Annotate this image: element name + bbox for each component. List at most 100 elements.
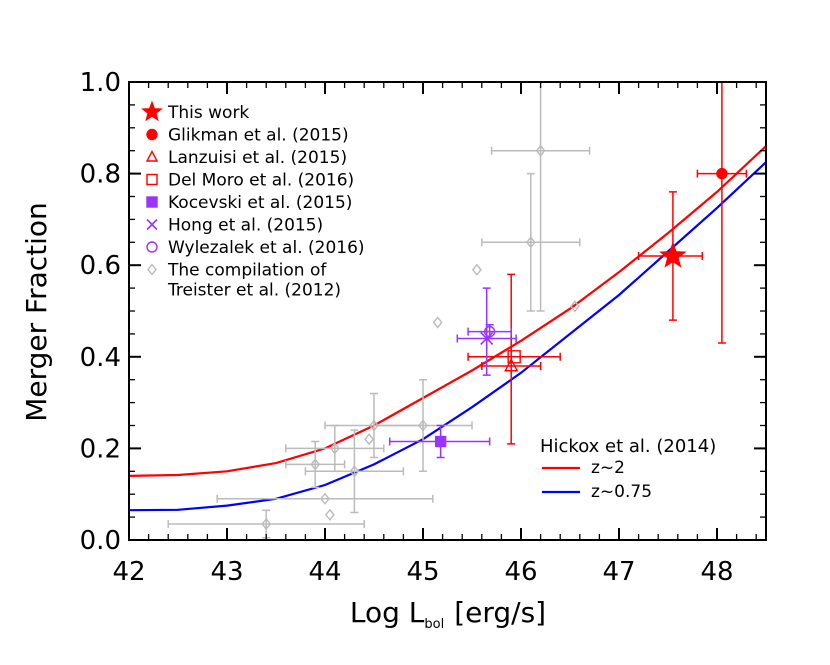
x-tick-label: 44 <box>308 557 341 587</box>
point-marker <box>659 241 687 268</box>
point-marker <box>325 508 335 521</box>
y-error-bar <box>350 429 359 514</box>
legend-label: Del Moro et al. (2016) <box>168 171 354 191</box>
x-tick-label: 46 <box>504 557 537 587</box>
y-tick-label: 0.0 <box>80 526 121 556</box>
data-point-2-0 <box>481 273 542 445</box>
point-marker <box>504 357 519 372</box>
x-axis-title: Log Lbol [erg/s] <box>350 596 546 632</box>
point-marker <box>329 442 340 455</box>
legend-label: Hong et al. (2015) <box>168 216 323 236</box>
y-tick-label: 0.4 <box>80 343 121 373</box>
x-error-bar <box>467 352 561 361</box>
model-curve-0 <box>128 145 767 477</box>
legend-marker <box>146 241 158 253</box>
point-marker <box>369 419 379 432</box>
curves-legend-label: z~2 <box>591 458 625 478</box>
legend-marker <box>145 149 159 162</box>
legend-entry-2: Lanzuisi et al. (2015) <box>145 148 347 168</box>
axes: 42 43 44 45 46 47 48 0.0 0.2 0.4 0.6 0.8 1.0 <box>80 68 767 587</box>
y-tick-label: 0.6 <box>80 251 121 281</box>
legend-label: Wylezalek et al. (2016) <box>168 238 365 258</box>
x-tick-label: 42 <box>112 557 145 587</box>
x-tick-label: 43 <box>210 557 243 587</box>
data-point-7-1 <box>216 492 434 505</box>
x-tick-label: 45 <box>406 557 439 587</box>
point-marker <box>483 325 496 338</box>
legend-entry-1: Glikman et al. (2015) <box>146 126 349 146</box>
legend-label: Glikman et al. (2015) <box>168 126 349 146</box>
curves-legend-title: Hickox et al. (2014) <box>540 436 716 457</box>
legend-entry-3: Del Moro et al. (2016) <box>146 171 354 191</box>
curves-legend-entry-1: z~0.75 <box>542 482 652 502</box>
data-point-7-12 <box>490 81 591 312</box>
point-marker <box>310 458 321 471</box>
legend-label-line2: Treister et al. (2012) <box>167 281 341 301</box>
legend-label: The compilation of <box>167 261 327 281</box>
legend-marker <box>146 173 158 186</box>
data-point-0-0 <box>637 191 704 321</box>
y-error-bar <box>717 81 726 344</box>
data-point-7-13 <box>570 300 580 313</box>
data-point-7-9 <box>432 316 443 329</box>
x-axis-title-sub: bol <box>424 617 444 632</box>
data-point-7-8 <box>373 378 473 473</box>
y-error-bar <box>419 378 427 473</box>
point-marker <box>525 236 536 249</box>
data-point-7-2 <box>325 508 335 521</box>
legend-entry-0: This work <box>141 100 249 123</box>
y-tick-label: 1.0 <box>80 68 121 98</box>
data-point-1-0 <box>696 81 748 344</box>
y-error-bar <box>311 440 320 489</box>
x-axis-title-main: Log L <box>350 596 425 629</box>
y-axis-title: Merger Fraction <box>20 202 53 422</box>
model-curves <box>128 145 767 512</box>
point-marker <box>320 492 330 505</box>
y-tick-label: 0.2 <box>80 434 121 464</box>
y-error-bar <box>526 172 535 312</box>
data-point-6-0 <box>467 323 512 340</box>
legend: This work Glikman et al. (2015)Lanzuisi e… <box>141 100 716 502</box>
model-curve-1 <box>128 161 767 512</box>
legend-label: This work <box>167 103 249 123</box>
legend-entry-6: Wylezalek et al. (2016) <box>146 238 365 258</box>
point-marker <box>507 350 521 364</box>
point-marker <box>349 465 360 478</box>
point-marker <box>716 167 728 180</box>
data-point-7-10 <box>472 263 482 276</box>
legend-marker <box>146 196 158 208</box>
point-marker <box>418 419 428 432</box>
point-marker <box>261 517 272 531</box>
curves-legend-entry-0: z~2 <box>542 458 625 478</box>
data-points <box>167 81 748 539</box>
point-marker <box>535 144 546 157</box>
y-tick-label: 0.8 <box>80 160 121 190</box>
legend-marker <box>141 100 163 122</box>
legend-marker <box>147 263 157 276</box>
point-marker <box>434 435 447 448</box>
data-point-7-11 <box>481 172 581 312</box>
y-error-bar <box>536 81 545 312</box>
data-point-7-6 <box>364 433 374 446</box>
point-marker <box>570 300 580 313</box>
x-axis-title-unit: [erg/s] <box>454 596 546 629</box>
data-point-7-0 <box>167 509 365 539</box>
point-marker <box>472 263 482 276</box>
legend-entry-4: Kocevski et al. (2015) <box>146 193 352 213</box>
legend-label: Lanzuisi et al. (2015) <box>168 148 347 168</box>
data-point-3-0 <box>467 350 561 364</box>
point-marker <box>432 316 443 329</box>
legend-entry-5: Hong et al. (2015) <box>146 216 323 236</box>
x-tick-label: 47 <box>602 557 635 587</box>
point-marker <box>364 433 374 446</box>
legend-label: Kocevski et al. (2015) <box>168 193 352 213</box>
x-error-bar <box>216 494 434 503</box>
curves-legend-label: z~0.75 <box>591 482 652 502</box>
legend-marker <box>146 218 158 231</box>
data-point-4-0 <box>388 424 491 459</box>
x-tick-label: 48 <box>700 557 733 587</box>
legend-marker <box>146 128 158 141</box>
data-point-7-5 <box>304 429 405 514</box>
